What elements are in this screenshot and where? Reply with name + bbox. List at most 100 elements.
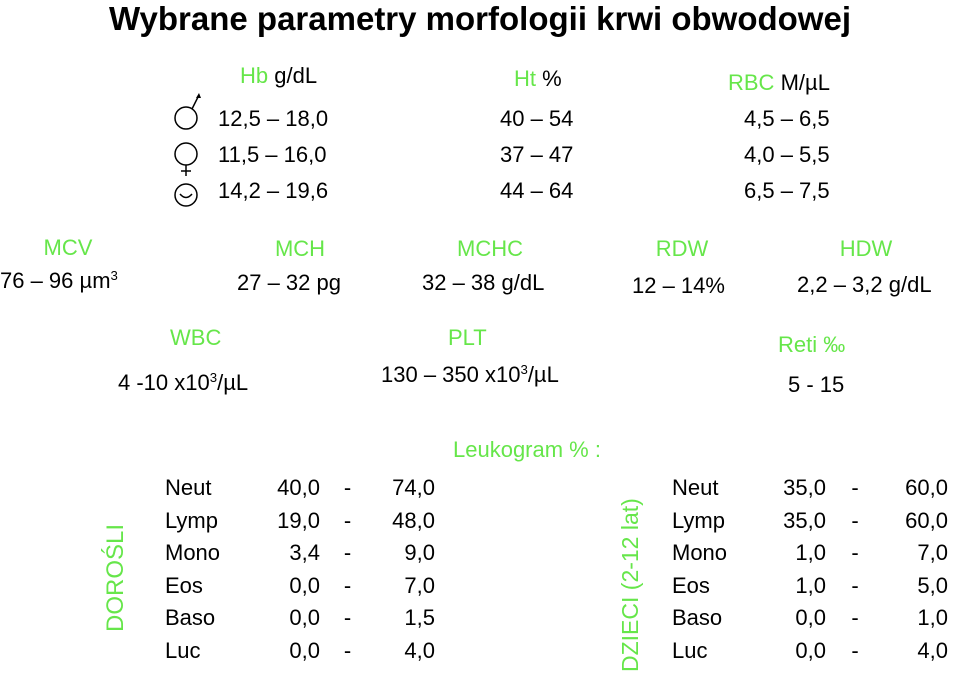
adult-leukogram-cell-low: 0,0 <box>289 605 320 630</box>
child-leukogram-cell-name: Luc <box>672 637 708 663</box>
adult-leukogram-cell-name: Lymp <box>165 507 218 533</box>
hdw-label: HDW <box>839 236 893 261</box>
adult-leukogram-cell-high: 1,5 <box>404 605 435 630</box>
rbc-unit: M/µL <box>780 70 830 95</box>
child-leukogram-cell-high: 1,0 <box>917 605 948 630</box>
child-leukogram-cell-sep: - <box>851 540 859 565</box>
wbc-value-sup: 3 <box>209 370 218 385</box>
ht-female-value: 37 – 47 <box>500 142 574 167</box>
adult-leukogram-cell-name: Eos <box>165 572 203 598</box>
plt-value-pre: 130 – 350 x10 <box>381 362 521 387</box>
child-leukogram-cell-sep: - <box>851 637 859 663</box>
child-leukogram-cell-low: 0,0 <box>795 637 826 663</box>
mcv-value-text: 76 – 96 µm <box>0 268 111 293</box>
wbc-label: WBC <box>170 325 222 350</box>
child-leukogram-cell-name: Mono <box>672 540 728 565</box>
ht-header: Ht % <box>514 66 562 92</box>
child-leukogram-row: Luc 0,0- 4,0 <box>672 635 948 668</box>
adult-leukogram-cell-high: 9,0 <box>404 540 435 565</box>
reti-label: Reti <box>778 332 818 357</box>
ht-newborn-value: 44 – 64 <box>500 178 574 203</box>
child-leukogram-cell-high: 5,0 <box>917 572 948 598</box>
reti-unit: ‰ <box>823 332 846 357</box>
hb-header: Hb g/dL <box>240 63 317 89</box>
plt-value-sup: 3 <box>520 362 528 377</box>
adult-leukogram-row: Baso 0,0- 1,5 <box>165 602 435 635</box>
adult-leukogram-cell-low: 3,4 <box>289 540 320 565</box>
adult-leukogram-cell-sep: - <box>343 605 352 630</box>
child-leukogram-row: Neut 35,0- 60,0 <box>672 472 948 505</box>
mcv-value-sup: 3 <box>110 268 118 283</box>
hdw-value: 2,2 – 3,2 g/dL <box>797 272 932 297</box>
hb-newborn-value: 14,2 – 19,6 <box>218 178 329 203</box>
adult-leukogram-cell-low: 19,0 <box>277 507 320 533</box>
newborn-icon <box>174 183 198 207</box>
child-leukogram-row: Lymp 35,0- 60,0 <box>672 505 948 538</box>
rbc-female-value: 4,0 – 5,5 <box>744 142 830 167</box>
child-leukogram-cell-sep: - <box>851 572 859 598</box>
mcv-label: MCV <box>43 235 93 260</box>
adult-leukogram-cell-low: 0,0 <box>289 572 320 598</box>
hb-unit: g/dL <box>274 63 318 88</box>
adult-leukogram-cell-sep: - <box>343 507 352 533</box>
adult-leukogram-cell-name: Neut <box>165 475 212 500</box>
adult-leukogram-cell-high: 7,0 <box>404 572 435 598</box>
plt-label: PLT <box>448 325 487 350</box>
ht-unit: % <box>542 66 562 91</box>
reti-value: 5 - 15 <box>788 372 845 397</box>
plt-value: 130 – 350 x103/µL <box>381 362 559 388</box>
child-leukogram-row: Eos 1,0- 5,0 <box>672 570 948 603</box>
adults-label: DOROŚLI <box>102 523 129 632</box>
ht-male-value: 40 – 54 <box>500 106 574 131</box>
adult-leukogram-row: Luc 0,0- 4,0 <box>165 635 435 668</box>
adult-leukogram-row: Lymp 19,0- 48,0 <box>165 505 435 538</box>
child-leukogram-cell-name: Lymp <box>672 507 725 533</box>
mcv-value: 76 – 96 µm3 <box>0 268 118 294</box>
mchc-label: MCHC <box>457 236 523 261</box>
adult-leukogram-row: Mono 3,4- 9,0 <box>165 537 435 570</box>
rbc-male-value: 4,5 – 6,5 <box>744 106 830 131</box>
rdw-label: RDW <box>655 236 709 261</box>
rdw-value: 12 – 14% <box>632 273 725 298</box>
adult-leukogram-cell-name: Luc <box>165 637 201 663</box>
reti-header: Reti ‰ <box>778 332 845 358</box>
child-leukogram-row: Mono 1,0- 7,0 <box>672 537 948 570</box>
child-leukogram-cell-high: 60,0 <box>905 507 948 533</box>
child-leukogram-cell-low: 1,0 <box>795 540 826 565</box>
child-leukogram-cell-name: Eos <box>672 572 710 598</box>
child-leukogram-cell-low: 35,0 <box>783 507 826 533</box>
child-leukogram-cell-high: 60,0 <box>905 475 948 500</box>
adult-leukogram-cell-sep: - <box>343 637 352 663</box>
child-leukogram-cell-name: Baso <box>672 605 723 630</box>
leukogram-title: Leukogram % : <box>453 437 601 462</box>
children-table: Neut 35,0-60,0 Lymp 35,0-60,0 Mono 1,0-7,0 Eos… <box>672 472 948 667</box>
adult-leukogram-cell-low: 40,0 <box>277 475 320 500</box>
rbc-label: RBC <box>728 70 775 95</box>
wbc-value: 4 -10 x103/µL <box>118 370 248 396</box>
child-leukogram-cell-sep: - <box>851 507 859 533</box>
child-leukogram-cell-low: 0,0 <box>795 605 826 630</box>
rbc-newborn-value: 6,5 – 7,5 <box>744 178 830 203</box>
mch-label: MCH <box>274 236 326 261</box>
child-leukogram-cell-low: 35,0 <box>783 475 826 500</box>
child-leukogram-cell-high: 7,0 <box>917 540 948 565</box>
child-leukogram-row: Baso 0,0- 1,0 <box>672 602 948 635</box>
mch-value: 27 – 32 pg <box>237 270 341 295</box>
adult-leukogram-cell-high: 74,0 <box>392 475 435 500</box>
rbc-header: RBC M/µL <box>728 70 830 96</box>
child-leukogram-cell-sep: - <box>851 605 859 630</box>
adult-leukogram-cell-low: 0,0 <box>289 637 320 663</box>
wbc-value-post: /µL <box>217 370 249 395</box>
adult-leukogram-cell-sep: - <box>343 475 352 500</box>
adult-leukogram-cell-sep: - <box>343 572 352 598</box>
page-title: Wybrane parametry morfologii krwi obwodo… <box>108 0 852 37</box>
child-leukogram-cell-name: Neut <box>672 475 719 500</box>
ht-label: Ht <box>514 66 536 91</box>
adult-leukogram-row: Neut 40,0- 74,0 <box>165 472 435 505</box>
mchc-value: 32 – 38 g/dL <box>422 270 545 295</box>
adults-table: Neut 40,0-74,0 Lymp 19,0-48,0 Mono 3,4-9,0 Eos… <box>165 472 435 667</box>
child-leukogram-cell-sep: - <box>851 475 859 500</box>
hb-male-value: 12,5 – 18,0 <box>218 106 329 131</box>
adult-leukogram-cell-name: Mono <box>165 540 221 565</box>
wbc-value-pre: 4 -10 x10 <box>118 370 210 395</box>
